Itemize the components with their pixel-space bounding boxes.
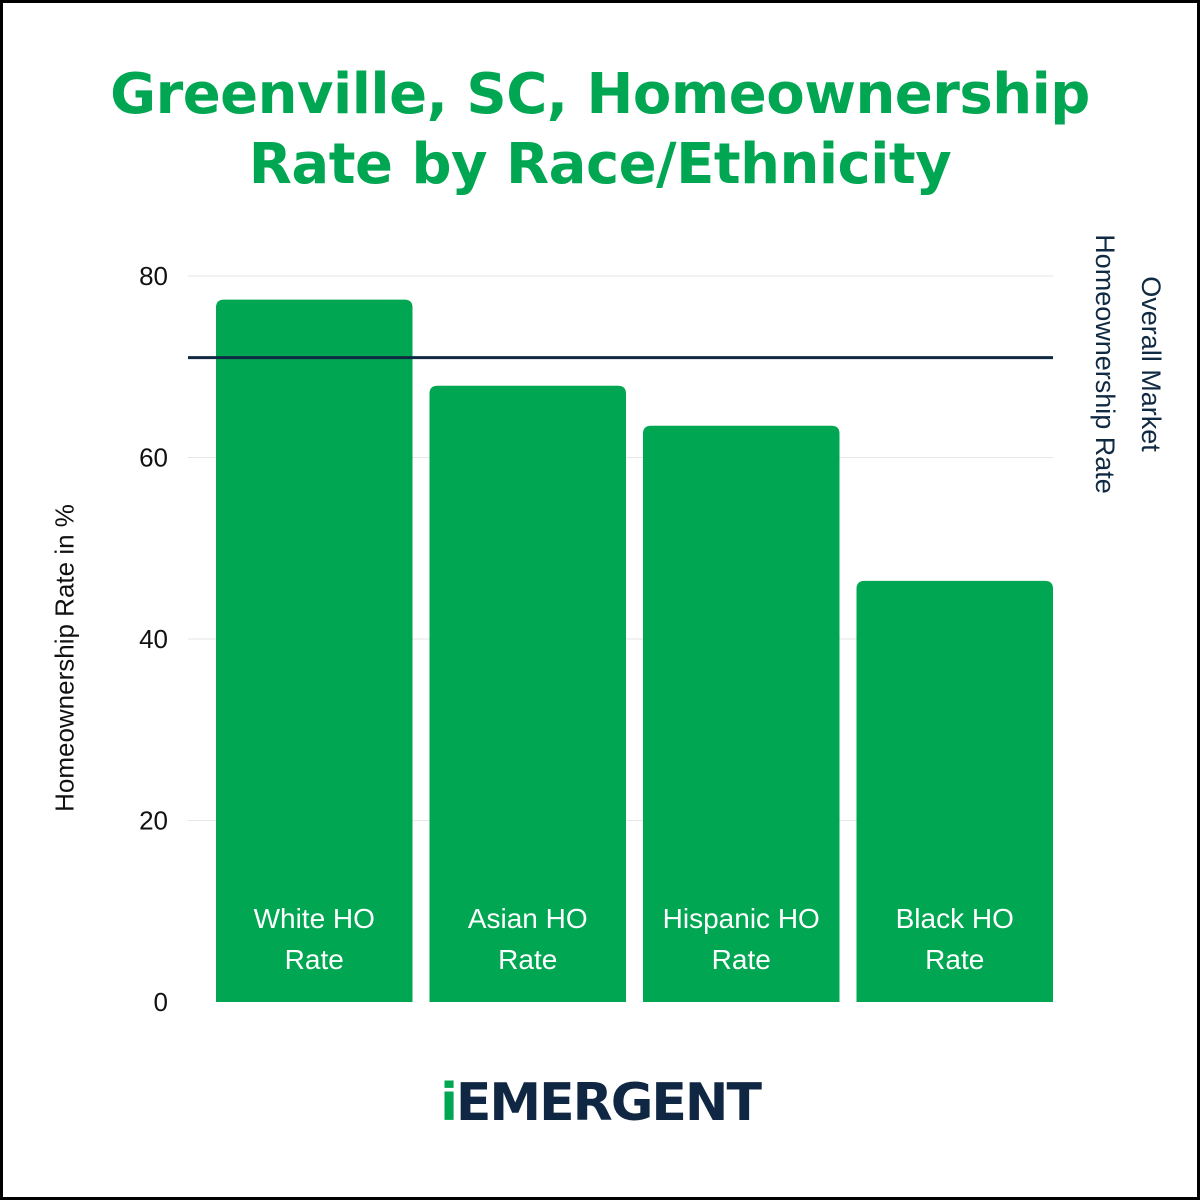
iemergent-logo: iEMERGENT (0, 1073, 1200, 1133)
bar-label-3-line-1: Hispanic HO (663, 903, 820, 934)
bar-label-1-line-2: Rate (285, 944, 344, 975)
bar-3 (643, 425, 840, 1002)
bar-label-2-line-1: Asian HO (468, 903, 588, 934)
chart-title: Greenville, SC, Homeownership Rate by Ra… (110, 62, 1090, 197)
logo-wordmark: EMERGENT (455, 1073, 762, 1133)
y-tick-label-60: 60 (139, 443, 168, 473)
bar-label-4-line-2: Rate (925, 944, 984, 975)
bar-4 (856, 580, 1053, 1002)
bar-1 (216, 299, 413, 1003)
bar-label-2-line-2: Rate (498, 944, 557, 975)
bar-label-2: Asian HO Rate (468, 903, 588, 975)
bar-label-1: White HO Rate (254, 903, 375, 975)
bar-label-4: Black HO Rate (896, 903, 1014, 975)
bar-label-4-line-1: Black HO (896, 903, 1014, 934)
bar-label-3: Hispanic HO Rate (663, 903, 820, 975)
bar-label-3-line-2: Rate (712, 944, 771, 975)
y-tick-label-20: 20 (139, 806, 168, 836)
y-tick-label-40: 40 (139, 624, 168, 654)
y-tick-label-0: 0 (154, 987, 168, 1017)
bar-label-1-line-1: White HO (254, 903, 375, 934)
logo-accent: i (440, 1073, 458, 1133)
bar-2 (429, 385, 626, 1002)
y-tick-label-80: 80 (139, 261, 168, 291)
